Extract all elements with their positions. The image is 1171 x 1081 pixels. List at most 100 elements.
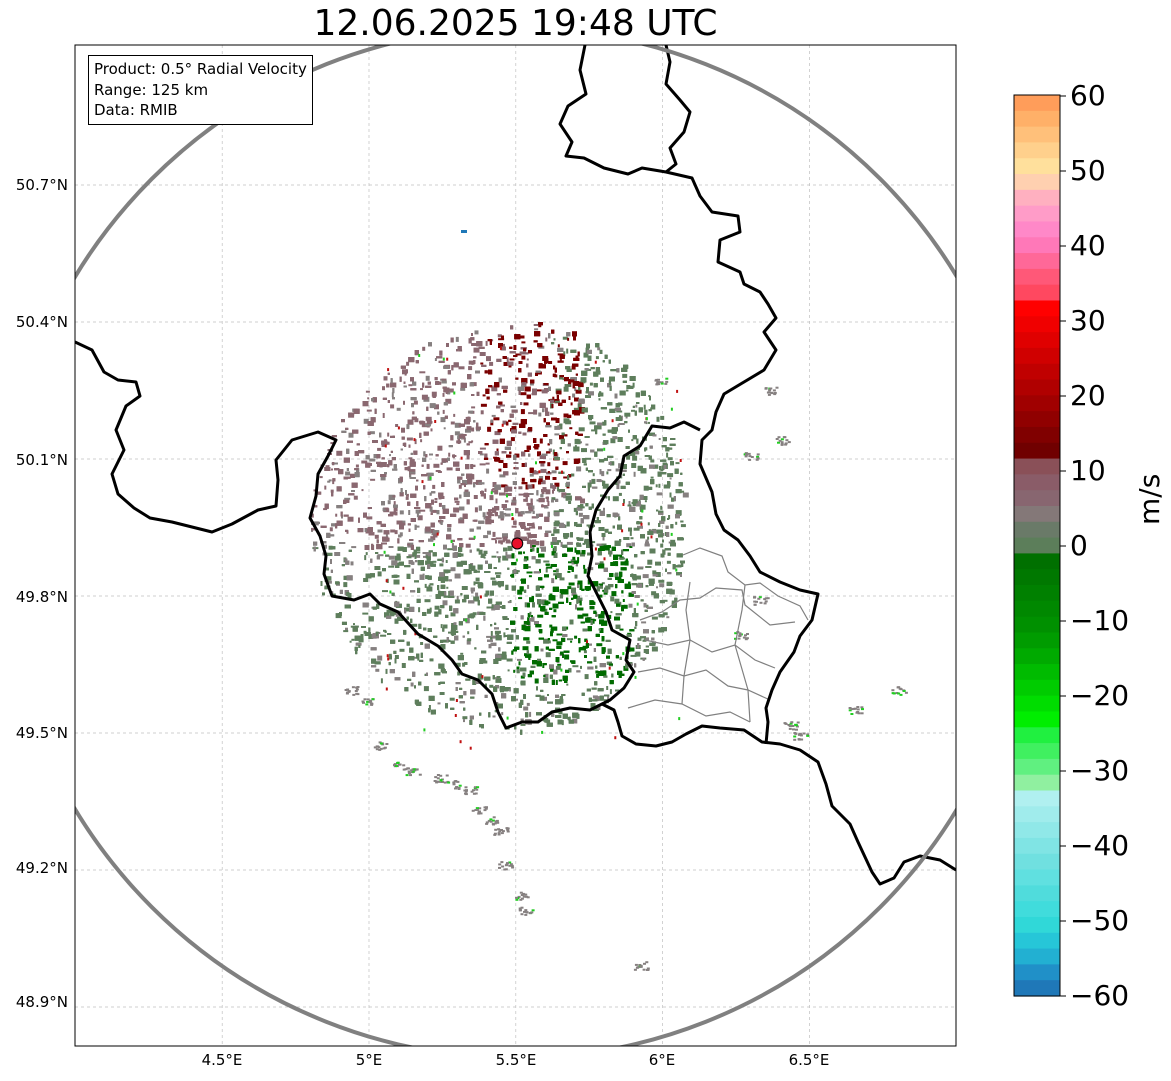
velocity-echo-pixel: [630, 537, 634, 540]
velocity-echo-pixel: [410, 682, 414, 687]
velocity-echo-pixel: [598, 370, 601, 375]
velocity-echo-pixel: [610, 562, 616, 566]
velocity-echo-pixel: [529, 597, 534, 603]
velocity-echo-pixel: [348, 432, 354, 438]
velocity-echo-pixel: [335, 613, 342, 619]
velocity-echo-pixel: [552, 449, 555, 455]
velocity-echo-pixel: [547, 501, 550, 506]
velocity-echo-pixel: [454, 431, 460, 436]
velocity-echo-pixel: [324, 544, 327, 549]
velocity-echo-pixel: [494, 431, 501, 436]
velocity-echo-pixel: [576, 595, 580, 598]
velocity-echo-pixel: [570, 559, 576, 562]
velocity-echo-pixel: [544, 719, 551, 723]
velocity-echo-pixel: [559, 577, 565, 581]
velocity-echo-pixel: [583, 352, 589, 358]
velocity-echo-pixel: [446, 586, 449, 589]
velocity-echo-pixel: [578, 427, 585, 432]
velocity-echo-pixel: [667, 457, 673, 461]
velocity-echo-pixel: [656, 416, 660, 422]
velocity-echo-pixel: [490, 420, 494, 426]
velocity-echo-pixel: [355, 464, 359, 468]
velocity-echo-pixel: [545, 489, 551, 495]
velocity-echo-pixel: [388, 555, 395, 560]
velocity-echo-pixel: [393, 501, 396, 506]
velocity-echo-pixel: [509, 358, 515, 361]
velocity-echo-pixel: [426, 608, 431, 614]
velocity-echo-pixel: [415, 525, 420, 528]
velocity-echo-pixel: [467, 569, 472, 575]
velocity-echo-pixel: [336, 450, 343, 456]
velocity-echo-pixel: [631, 409, 635, 412]
velocity-echo-pixel: [327, 480, 331, 483]
velocity-echo-pixel: [549, 624, 553, 628]
velocity-echo-pixel: [641, 621, 647, 624]
velocity-echo-pixel: [637, 525, 643, 529]
velocity-echo-pixel: [368, 634, 374, 639]
velocity-echo-pixel: [556, 633, 563, 636]
velocity-echo-pixel: [458, 366, 465, 370]
velocity-echo-pixel: [482, 394, 486, 397]
velocity-echo-pixel: [345, 627, 348, 631]
velocity-echo-pixel: [403, 400, 405, 405]
velocity-echo-pixel: [494, 489, 499, 495]
velocity-echo-pixel: [414, 439, 417, 445]
velocity-echo-pixel: [495, 537, 502, 540]
velocity-echo-pixel: [543, 638, 550, 644]
velocity-echo-pixel: [570, 402, 573, 406]
velocity-echo-pixel: [534, 678, 539, 684]
velocity-echo-pixel: [503, 343, 505, 347]
velocity-echo-pixel: [401, 427, 405, 433]
velocity-echo-pixel: [407, 466, 411, 472]
velocity-echo-pixel: [385, 668, 388, 674]
velocity-echo-pixel: [537, 451, 541, 457]
velocity-echo-pixel: [569, 427, 573, 430]
velocity-echo-pixel: [682, 492, 689, 498]
velocity-echo-pixel: [504, 687, 511, 691]
velocity-echo-pixel: [542, 408, 544, 413]
velocity-echo-pixel: [399, 510, 404, 515]
velocity-echo-pixel: [615, 561, 619, 567]
velocity-echo-pixel: [551, 497, 556, 501]
velocity-echo-pixel: [413, 400, 418, 405]
velocity-echo-pixel: [501, 712, 504, 716]
velocity-echo-pixel: [445, 560, 448, 563]
velocity-echo-pixel: [377, 571, 382, 577]
velocity-echo-pixel: [622, 599, 625, 602]
velocity-echo-pixel: [656, 492, 663, 496]
velocity-echo-pixel: [319, 476, 323, 479]
velocity-echo-pixel: [610, 611, 613, 614]
velocity-echo-pixel: [343, 630, 349, 633]
velocity-echo-pixel: [567, 638, 573, 641]
velocity-echo-pixel: [564, 654, 570, 660]
velocity-echo-pixel: [375, 668, 380, 672]
velocity-echo-pixel: [450, 612, 456, 617]
velocity-echo-pixel: [573, 407, 580, 411]
velocity-echo-pixel: [429, 658, 434, 662]
velocity-echo-pixel: [328, 479, 332, 482]
velocity-echo-pixel: [631, 439, 634, 442]
velocity-echo-pixel: [505, 628, 509, 630]
velocity-echo-pixel: [568, 501, 572, 504]
velocity-echo-pixel: [622, 373, 628, 378]
velocity-echo-pixel: [498, 343, 503, 348]
velocity-echo-pixel: [506, 357, 509, 363]
velocity-echo-pixel: [543, 560, 550, 563]
velocity-echo-pixel: [554, 540, 560, 545]
velocity-echo-pixel: [458, 518, 465, 524]
velocity-echo-pixel: [619, 601, 622, 607]
velocity-echo-pixel: [598, 594, 603, 598]
velocity-echo-pixel: [491, 608, 496, 611]
velocity-echo-pixel: [584, 538, 590, 544]
velocity-echo-pixel: [405, 493, 409, 497]
velocity-echo-pixel: [480, 410, 484, 415]
velocity-echo-pixel: [491, 386, 498, 392]
velocity-echo-pixel: [610, 596, 615, 602]
velocity-echo-pixel: [507, 669, 510, 672]
velocity-echo-pixel: [570, 640, 573, 643]
velocity-echo-pixel: [471, 427, 475, 432]
velocity-echo-pixel: [606, 686, 609, 690]
velocity-echo-pixel: [567, 570, 571, 573]
velocity-echo-pixel: [495, 678, 501, 683]
velocity-echo-pixel: [604, 528, 609, 533]
